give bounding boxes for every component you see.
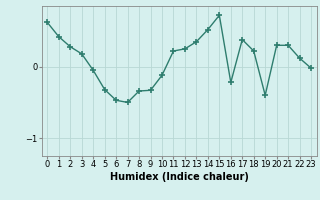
X-axis label: Humidex (Indice chaleur): Humidex (Indice chaleur) (110, 172, 249, 182)
